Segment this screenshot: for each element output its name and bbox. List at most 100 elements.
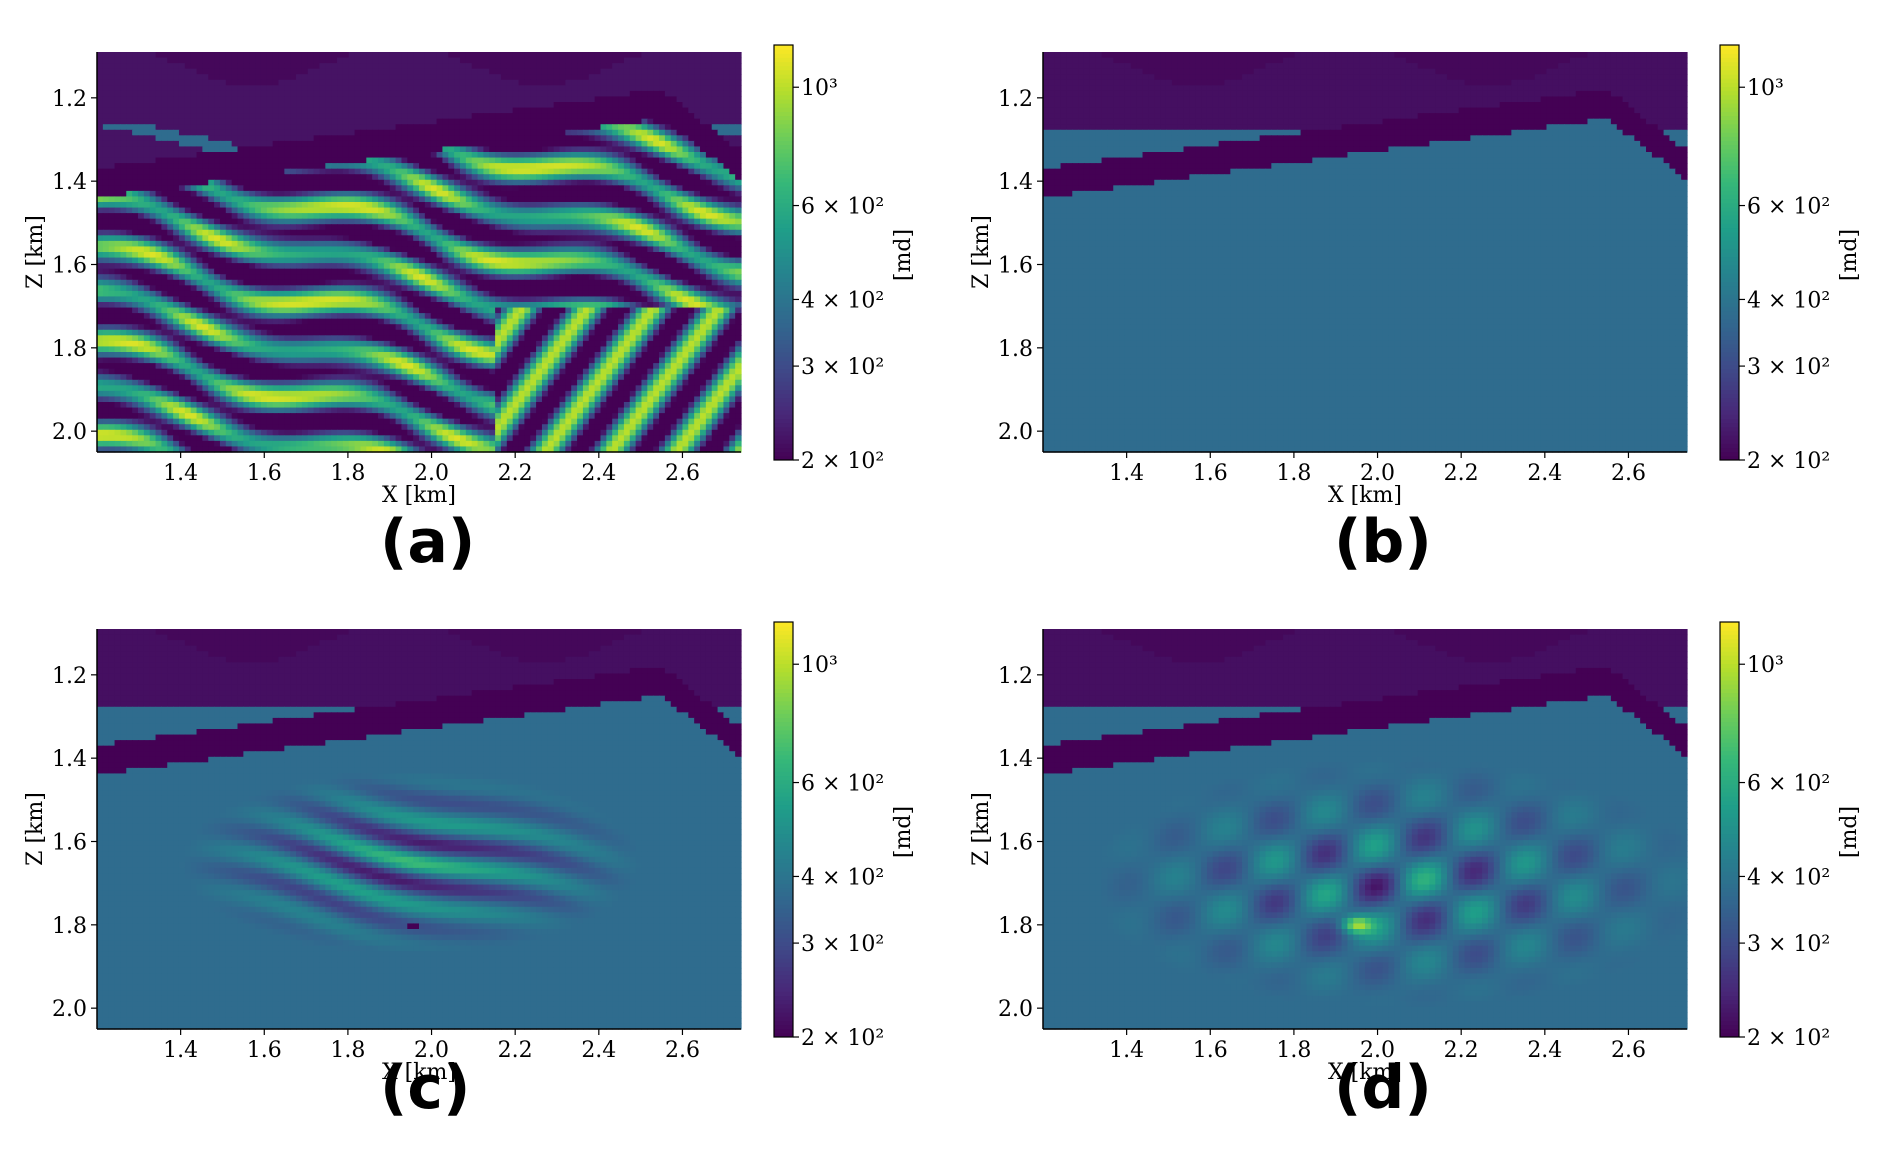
heatmap-cell	[231, 218, 239, 225]
heatmap-cell	[653, 190, 660, 198]
heatmap-cell	[582, 152, 590, 159]
heatmap-cell	[664, 68, 672, 75]
heatmap-cell	[723, 296, 730, 303]
heatmap-cell	[132, 107, 139, 114]
heatmap-cell	[372, 268, 379, 275]
heatmap-cell	[577, 296, 584, 303]
heatmap-cell	[102, 118, 110, 125]
heatmap-cell	[202, 124, 209, 131]
heatmap-cell	[541, 146, 549, 153]
heatmap-cell	[635, 129, 643, 136]
heatmap-cell	[623, 224, 631, 231]
heatmap-cell	[705, 218, 713, 225]
heatmap-cell	[495, 113, 502, 120]
heatmap-cell	[465, 68, 473, 75]
heatmap-cell	[635, 235, 643, 242]
heatmap-cell	[249, 163, 256, 170]
heatmap-cell	[278, 129, 285, 136]
heatmap-cell	[114, 102, 122, 109]
heatmap-cell	[659, 163, 666, 170]
heatmap-cell	[249, 118, 256, 125]
heatmap-cell	[471, 174, 479, 181]
heatmap-cell	[360, 179, 367, 186]
heatmap-cell	[301, 57, 309, 64]
heatmap-cell	[184, 235, 192, 242]
heatmap-cell	[594, 174, 602, 181]
heatmap-cell	[126, 90, 133, 98]
heatmap-cell	[407, 257, 414, 264]
heatmap-cell	[559, 196, 566, 203]
heatmap-cell	[483, 85, 490, 92]
heatmap-cell	[647, 140, 654, 148]
heatmap-cell	[413, 296, 420, 303]
heatmap-cell	[214, 157, 221, 164]
heatmap-cell	[559, 146, 566, 153]
heatmap-cell	[735, 129, 742, 136]
heatmap-cell	[137, 63, 145, 70]
heatmap-cell	[454, 279, 461, 286]
heatmap-cell	[284, 229, 291, 236]
heatmap-cell	[307, 96, 315, 103]
heatmap-cell	[518, 257, 525, 264]
heatmap-cell	[337, 107, 344, 114]
heatmap-cell	[190, 135, 198, 142]
heatmap-cell	[424, 190, 432, 198]
heatmap-cell	[518, 118, 525, 125]
heatmap-cell	[272, 63, 280, 70]
heatmap-cell	[459, 252, 467, 259]
heatmap-cell	[729, 279, 736, 286]
heatmap-cell	[454, 213, 461, 220]
heatmap-cell	[360, 218, 367, 225]
heatmap-cell	[688, 246, 695, 253]
heatmap-cell	[126, 113, 133, 120]
heatmap-cell	[647, 90, 654, 98]
heatmap-cell	[547, 146, 555, 153]
heatmap-cell	[401, 296, 408, 303]
heatmap-cell	[237, 163, 244, 170]
heatmap-cell	[278, 279, 285, 286]
heatmap-cell	[97, 302, 104, 309]
heatmap-cell	[225, 118, 233, 125]
heatmap-cell	[723, 118, 730, 125]
heatmap-cell	[618, 113, 625, 120]
heatmap-cell	[272, 257, 280, 264]
heatmap-cell	[489, 102, 496, 109]
heatmap-cell	[284, 285, 291, 292]
heatmap-cell	[366, 129, 373, 136]
heatmap-cell	[518, 213, 525, 220]
heatmap-cell	[120, 268, 127, 275]
heatmap-cell	[477, 79, 484, 86]
heatmap-cell	[401, 90, 408, 98]
heatmap-cell	[219, 190, 227, 198]
heatmap-cell	[149, 135, 157, 142]
heatmap-cell	[500, 79, 508, 86]
heatmap-cell	[120, 174, 127, 181]
heatmap-cell	[717, 224, 725, 231]
heatmap-cell	[524, 129, 531, 136]
heatmap-cell	[688, 268, 695, 275]
heatmap-cell	[553, 102, 561, 109]
heatmap-cell	[641, 196, 648, 203]
heatmap-cell	[137, 229, 145, 236]
heatmap-cell	[331, 118, 338, 125]
heatmap-cell	[214, 118, 221, 125]
heatmap-cell	[167, 179, 174, 186]
heatmap-cell	[413, 90, 420, 98]
heatmap-cell	[132, 163, 139, 170]
heatmap-cell	[190, 113, 198, 120]
heatmap-cell	[600, 146, 607, 153]
heatmap-cell	[506, 229, 514, 236]
heatmap-cell	[565, 146, 572, 153]
heatmap-cell	[178, 202, 186, 209]
heatmap-cell	[214, 279, 221, 286]
heatmap-cell	[577, 157, 584, 164]
heatmap-cell	[419, 252, 426, 259]
heatmap-cell	[348, 290, 356, 298]
heatmap-cell	[459, 163, 467, 170]
heatmap-cell	[337, 57, 344, 64]
heatmap-cell	[97, 90, 104, 98]
heatmap-cell	[137, 107, 145, 114]
heatmap-cell	[331, 196, 338, 203]
heatmap-cell	[477, 252, 484, 259]
heatmap-cell	[266, 90, 274, 98]
